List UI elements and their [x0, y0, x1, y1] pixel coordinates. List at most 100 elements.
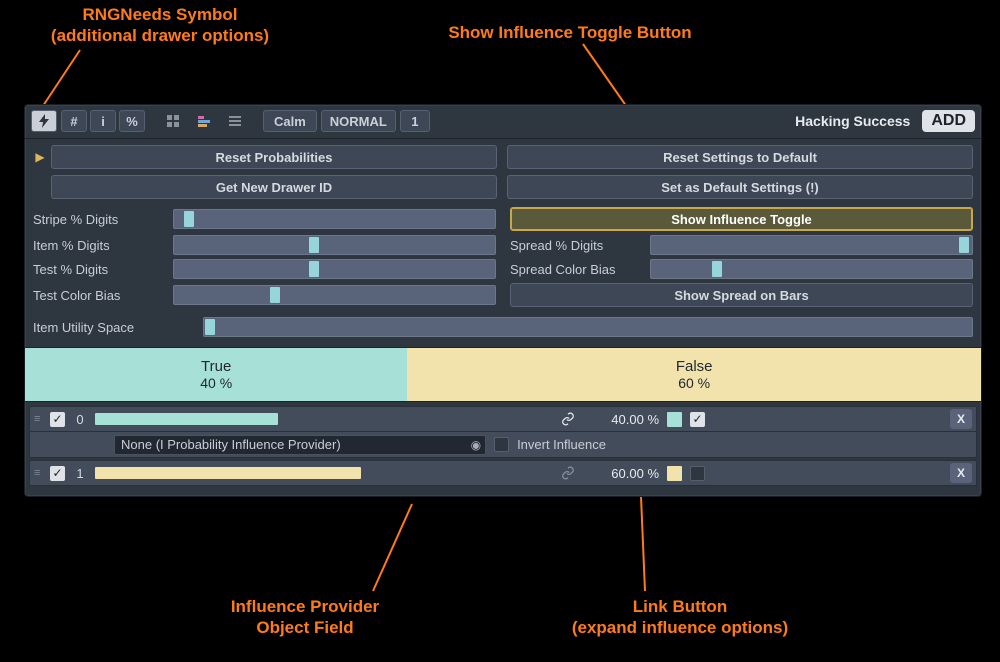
item-utility-row: Item Utility Space [33, 317, 973, 337]
item-row-0: ≡ ✓ 0 40.00 % ✓ X [29, 406, 977, 432]
mode-dropdown[interactable]: NORMAL [321, 110, 396, 132]
list-view-button[interactable] [221, 110, 249, 132]
grid-icon [166, 114, 180, 128]
add-button[interactable]: ADD [922, 110, 975, 132]
color-swatch-1[interactable] [667, 466, 682, 481]
stripe-digits-row: Stripe % Digits [33, 207, 496, 231]
test-slider[interactable] [173, 259, 496, 279]
influence-provider-field[interactable]: None (I Probability Influence Provider) … [114, 435, 486, 455]
testcb-label: Test Color Bias [33, 288, 163, 303]
enable-checkbox-1[interactable]: ✓ [50, 466, 65, 481]
invert-influence-checkbox[interactable] [494, 437, 509, 452]
spread-digits-row: Spread % Digits [510, 235, 973, 255]
list-title: Hacking Success [795, 113, 910, 129]
stripe-label: Stripe % Digits [33, 212, 163, 227]
grid-view-button[interactable] [159, 110, 187, 132]
provider-value: None (I Probability Influence Provider) [121, 437, 341, 452]
percent-button[interactable]: % [119, 110, 145, 132]
callout-line1: Influence Provider [190, 596, 420, 617]
object-picker-icon[interactable]: ◉ [471, 438, 481, 452]
spread-label: Spread % Digits [510, 238, 640, 253]
lock-checkbox-0[interactable]: ✓ [690, 412, 705, 427]
enable-checkbox-0[interactable]: ✓ [50, 412, 65, 427]
test-label: Test % Digits [33, 262, 163, 277]
bar-true[interactable]: True 40 % [25, 348, 407, 401]
hash-button[interactable]: # [61, 110, 87, 132]
remove-button-1[interactable]: X [950, 463, 972, 483]
bar-false[interactable]: False 60 % [407, 348, 981, 401]
spacer-arrow [33, 175, 47, 199]
spreadcb-label: Spread Color Bias [510, 262, 640, 277]
test-digits-row: Test % Digits [33, 259, 496, 279]
row-pct-0: 40.00 % [587, 412, 659, 427]
lock-checkbox-1[interactable] [690, 466, 705, 481]
item-slider[interactable] [173, 235, 496, 255]
settings-section: ▶ Reset Probabilities Reset Settings to … [25, 139, 981, 348]
show-influence-row: Show Influence Toggle [510, 207, 973, 231]
toolbar-group-info: # i % [61, 110, 145, 132]
show-spread-row: Show Spread on Bars [510, 283, 973, 307]
rngneeds-symbol-button[interactable] [31, 110, 57, 132]
bar-true-label: True [201, 358, 231, 375]
link-icon [561, 466, 575, 480]
remove-button-0[interactable]: X [950, 409, 972, 429]
show-spread-button[interactable]: Show Spread on Bars [510, 283, 973, 307]
row-index-0: 0 [73, 412, 87, 427]
bar-view-button[interactable] [190, 110, 218, 132]
row-pct-1: 60.00 % [587, 466, 659, 481]
list-icon [228, 114, 242, 128]
drag-handle[interactable]: ≡ [34, 467, 42, 479]
settings-row-2: Get New Drawer ID Set as Default Setting… [33, 175, 973, 199]
item-label: Item % Digits [33, 238, 163, 253]
link-icon [561, 412, 575, 426]
callout-line2: Object Field [190, 617, 420, 638]
item-row-1: ≡ ✓ 1 60.00 % X [29, 460, 977, 486]
theme-dropdown[interactable]: Calm [263, 110, 317, 132]
spread-color-bias-row: Spread Color Bias [510, 259, 973, 279]
probability-bars: True 40 % False 60 % [25, 348, 981, 402]
bar-true-pct: 40 % [200, 375, 232, 391]
callout-link-button: Link Button (expand influence options) [540, 596, 820, 639]
util-slider[interactable] [203, 317, 973, 337]
callout-line2: (additional drawer options) [20, 25, 300, 46]
callout-text: Show Influence Toggle Button [410, 22, 730, 43]
info-button[interactable]: i [90, 110, 116, 132]
bar-false-pct: 60 % [678, 375, 710, 391]
callout-influence-toggle: Show Influence Toggle Button [410, 22, 730, 43]
row-index-1: 1 [73, 466, 87, 481]
testcb-slider[interactable] [173, 285, 496, 305]
callout-line1: RNGNeeds Symbol [20, 4, 300, 25]
toolbar-group-view [159, 110, 249, 132]
stripe-slider[interactable] [173, 209, 496, 229]
drag-handle[interactable]: ≡ [34, 413, 42, 425]
util-label: Item Utility Space [33, 320, 193, 335]
spread-slider[interactable] [650, 235, 973, 255]
set-default-button[interactable]: Set as Default Settings (!) [507, 175, 973, 199]
color-swatch-0[interactable] [667, 412, 682, 427]
count-field[interactable]: 1 [400, 110, 430, 132]
item-list: ≡ ✓ 0 40.00 % ✓ X None (I Probability In… [25, 402, 981, 496]
callout-line1: Link Button [540, 596, 820, 617]
spreadcb-slider[interactable] [650, 259, 973, 279]
bars-icon [197, 114, 211, 128]
expand-arrow[interactable]: ▶ [33, 145, 47, 169]
bolt-icon [38, 114, 50, 128]
callout-provider-field: Influence Provider Object Field [190, 596, 420, 639]
bar-false-label: False [676, 358, 713, 375]
invert-influence-label: Invert Influence [517, 437, 606, 452]
link-button-1[interactable] [561, 466, 579, 480]
mini-bar-1 [95, 467, 361, 479]
toolbar: # i % Calm NORMAL 1 Hacking Success ADD [25, 105, 981, 139]
reset-settings-button[interactable]: Reset Settings to Default [507, 145, 973, 169]
callout-line2: (expand influence options) [540, 617, 820, 638]
mini-bar-0 [95, 413, 278, 425]
link-button-0[interactable] [561, 412, 579, 426]
callout-rngneeds: RNGNeeds Symbol (additional drawer optio… [20, 4, 300, 47]
settings-row-1: ▶ Reset Probabilities Reset Settings to … [33, 145, 973, 169]
item-row-0-influence: None (I Probability Influence Provider) … [29, 432, 977, 458]
new-drawer-id-button[interactable]: Get New Drawer ID [51, 175, 497, 199]
reset-probabilities-button[interactable]: Reset Probabilities [51, 145, 497, 169]
item-digits-row: Item % Digits [33, 235, 496, 255]
inspector-panel: # i % Calm NORMAL 1 Hacking Success ADD [24, 104, 982, 497]
show-influence-toggle-button[interactable]: Show Influence Toggle [510, 207, 973, 231]
